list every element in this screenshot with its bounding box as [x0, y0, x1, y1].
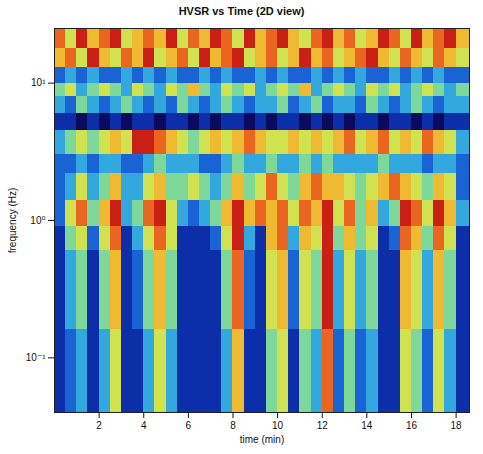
svg-text:6: 6: [186, 420, 192, 431]
svg-text:10⁻¹: 10⁻¹: [26, 352, 46, 363]
svg-text:time (min): time (min): [240, 434, 284, 445]
svg-text:12: 12: [317, 420, 329, 431]
svg-text:10¹: 10¹: [31, 77, 46, 88]
svg-text:14: 14: [361, 420, 373, 431]
svg-text:10: 10: [272, 420, 284, 431]
svg-text:4: 4: [141, 420, 147, 431]
svg-text:8: 8: [230, 420, 236, 431]
svg-text:frequency (Hz): frequency (Hz): [7, 188, 18, 254]
svg-text:10⁰: 10⁰: [30, 215, 45, 226]
svg-text:2: 2: [96, 420, 102, 431]
html-text:HVSR vs Time (2D view): HVSR vs Time (2D view): [178, 5, 305, 17]
svg-text:18: 18: [451, 420, 463, 431]
svg-text:16: 16: [406, 420, 418, 431]
